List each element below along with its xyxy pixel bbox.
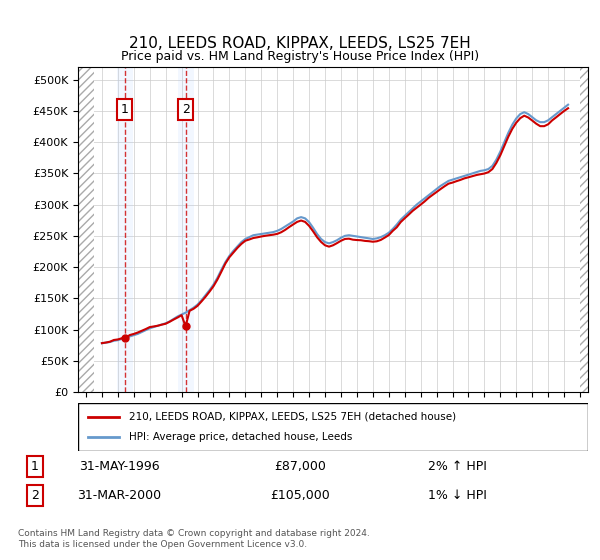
- Text: Price paid vs. HM Land Registry's House Price Index (HPI): Price paid vs. HM Land Registry's House …: [121, 50, 479, 63]
- Text: HPI: Average price, detached house, Leeds: HPI: Average price, detached house, Leed…: [129, 432, 352, 442]
- Text: 210, LEEDS ROAD, KIPPAX, LEEDS, LS25 7EH: 210, LEEDS ROAD, KIPPAX, LEEDS, LS25 7EH: [129, 36, 471, 52]
- Text: 1: 1: [121, 103, 128, 116]
- FancyBboxPatch shape: [78, 403, 588, 451]
- Text: £105,000: £105,000: [270, 489, 330, 502]
- Text: £87,000: £87,000: [274, 460, 326, 473]
- Text: Contains HM Land Registry data © Crown copyright and database right 2024.
This d: Contains HM Land Registry data © Crown c…: [18, 529, 370, 549]
- Text: 2: 2: [182, 103, 190, 116]
- Text: 210, LEEDS ROAD, KIPPAX, LEEDS, LS25 7EH (detached house): 210, LEEDS ROAD, KIPPAX, LEEDS, LS25 7EH…: [129, 412, 456, 422]
- Bar: [116, 67, 133, 392]
- Bar: [78, 67, 94, 392]
- Text: 31-MAY-1996: 31-MAY-1996: [79, 460, 160, 473]
- Text: 2: 2: [31, 489, 39, 502]
- Text: 2% ↑ HPI: 2% ↑ HPI: [428, 460, 487, 473]
- Text: 1% ↓ HPI: 1% ↓ HPI: [428, 489, 487, 502]
- Bar: [580, 67, 588, 392]
- Bar: [178, 67, 194, 392]
- Text: 31-MAR-2000: 31-MAR-2000: [77, 489, 161, 502]
- Text: 1: 1: [31, 460, 39, 473]
